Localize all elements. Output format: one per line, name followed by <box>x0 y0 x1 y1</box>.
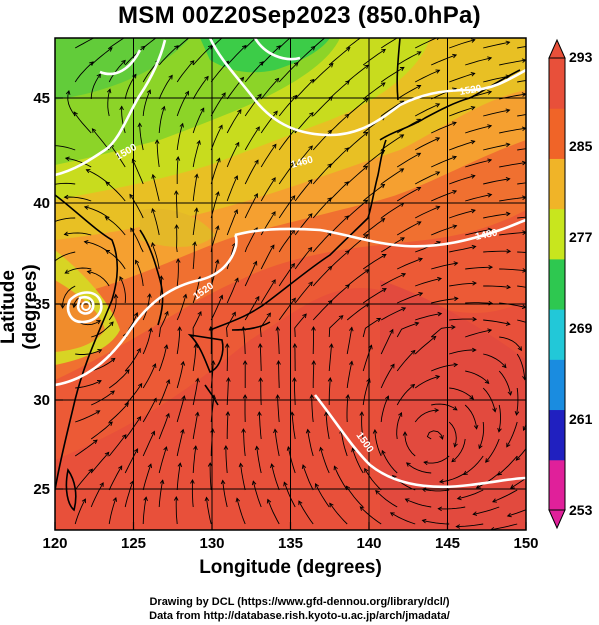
colorbar: 293 285 277 269 261 253 <box>548 38 593 530</box>
contour-line <box>55 39 167 177</box>
y-tick-label: 40 <box>33 195 50 212</box>
coastline-sakhalin <box>396 38 401 101</box>
contour-line <box>234 218 526 248</box>
x-tick-label: 145 <box>435 535 460 552</box>
contour-line <box>253 38 301 61</box>
x-tick-label: 140 <box>356 535 381 552</box>
x-tick-labels: 120 125 130 135 140 145 150 <box>42 535 538 552</box>
coastline-hokkaido <box>379 97 471 141</box>
colorbar-segment <box>549 158 565 210</box>
coastline-japan-shikoku <box>231 321 271 331</box>
contour-label: 1480 <box>474 227 498 242</box>
y-tick-label: 45 <box>33 90 50 107</box>
colorbar-label: 277 <box>569 229 593 245</box>
x-tick-label: 135 <box>278 535 303 552</box>
colorbar-segment <box>549 258 565 310</box>
colorbar-segment <box>549 208 565 260</box>
colorbar-label: 293 <box>569 49 593 65</box>
contour-line <box>313 394 526 489</box>
colorbar-segment <box>549 58 565 109</box>
colorbar-segment <box>549 459 565 511</box>
coastline-china <box>55 194 119 491</box>
colorbar-segment <box>549 409 565 461</box>
coastline-taiwan <box>65 468 77 512</box>
x-tick-label: 125 <box>121 535 146 552</box>
colorbar-segment <box>549 108 565 159</box>
colorbar-label: 285 <box>569 138 593 154</box>
contour-line <box>208 38 526 137</box>
colorbar-label: 261 <box>569 411 593 427</box>
credit-data-source: Data from http://database.rish.kyoto-u.a… <box>149 610 450 622</box>
x-tick-label: 150 <box>513 535 538 552</box>
low-pressure-center <box>81 301 91 311</box>
colorbar-labels: 293 285 277 269 261 253 <box>569 49 593 518</box>
colorbar-segment <box>549 309 565 360</box>
y-tick-label: 25 <box>33 481 50 498</box>
colorbar-segments <box>549 58 565 511</box>
coastline-japan-honshu <box>209 139 387 331</box>
x-tick-label: 120 <box>42 535 67 552</box>
coastlines <box>55 38 521 512</box>
y-tick-label: 30 <box>33 392 50 409</box>
x-axis-label: Longitude (degrees) <box>199 557 382 578</box>
contour-line <box>99 49 142 76</box>
colorbar-label: 269 <box>569 320 593 336</box>
x-tick-label: 130 <box>199 535 224 552</box>
y-tick-label: 35 <box>33 296 50 313</box>
coastline-japan-kyushu <box>187 333 224 374</box>
colorbar-label: 253 <box>569 502 593 518</box>
y-tick-labels: 25 30 35 40 45 <box>33 90 50 498</box>
map-title: MSM 00Z20Sep2023 (850.0hPa) <box>118 2 481 29</box>
colorbar-top-arrow <box>548 38 566 59</box>
contour-label: 1520 <box>459 83 483 98</box>
height-contours <box>55 38 526 489</box>
contour-line <box>66 291 103 324</box>
contour-line <box>55 234 238 387</box>
colorbar-segment <box>549 359 565 411</box>
credit-dcl: Drawing by DCL (https://www.gfd-dennou.o… <box>149 596 450 608</box>
coastline-kuril-islands <box>469 69 521 99</box>
contour-line <box>76 296 95 315</box>
axis-ticks <box>54 97 527 530</box>
colorbar-bottom-arrow <box>548 509 566 530</box>
coastline-korea <box>139 229 164 326</box>
coastline-ryukyu-islands <box>204 384 219 406</box>
